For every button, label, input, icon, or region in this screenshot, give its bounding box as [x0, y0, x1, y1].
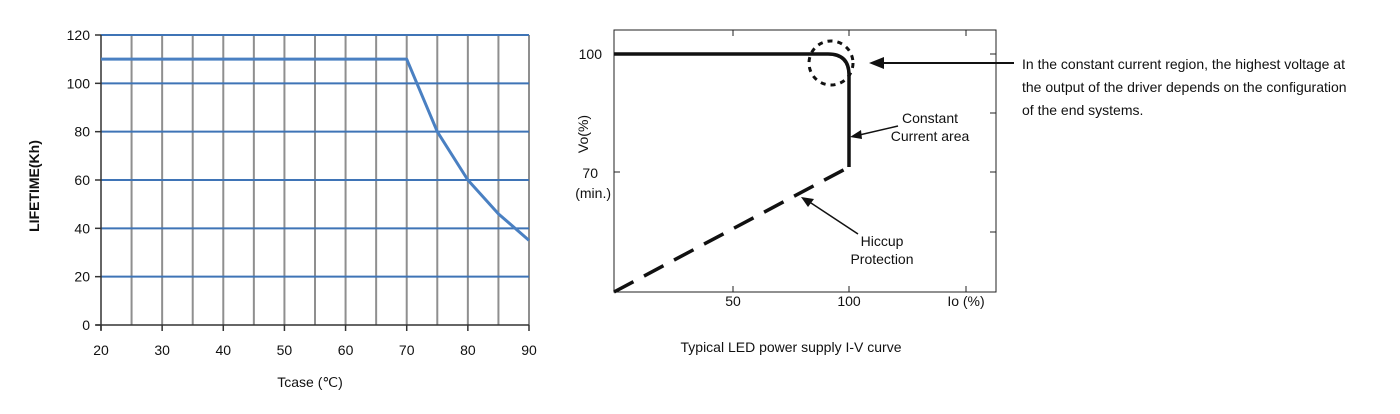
- lifetime-x-tick-label: 70: [399, 342, 415, 358]
- lifetime-x-tick-label: 50: [277, 342, 293, 358]
- lifetime-y-tick-label: 60: [74, 172, 90, 188]
- iv-highlight-circle: [807, 39, 855, 87]
- iv-constant-voltage-curve: [614, 52, 851, 167]
- lifetime-x-tick-label: 60: [338, 342, 354, 358]
- iv-cc-arrow: [854, 125, 899, 137]
- lifetime-y-tick-label: 0: [82, 317, 90, 333]
- iv-plot-frame: [613, 29, 997, 293]
- lifetime-x-axis-label: Tcase (℃): [277, 374, 343, 390]
- lifetime-series-line: [101, 57, 530, 242]
- lifetime-y-tick-label: 80: [74, 124, 90, 140]
- iv-note-arrowhead: [869, 57, 884, 69]
- iv-y-axis-label: Vo(%): [575, 115, 591, 153]
- iv-cc-label-line2: Current area: [891, 128, 970, 144]
- lifetime-x-tick-label: 20: [93, 342, 109, 358]
- lifetime-axes: [95, 34, 530, 331]
- iv-y-tick-70: 70: [582, 165, 598, 181]
- iv-note-line-2: the output of the driver depends on the …: [1022, 79, 1347, 95]
- iv-cc-arrowhead: [850, 130, 862, 139]
- lifetime-y-tick-label: 100: [67, 75, 91, 91]
- lifetime-x-tick-label: 80: [460, 342, 476, 358]
- iv-hiccup-label-line2: Protection: [850, 251, 913, 267]
- iv-cc-label-line1: Constant: [902, 110, 958, 126]
- iv-y-tick-100: 100: [579, 46, 603, 62]
- lifetime-x-tick-label: 40: [215, 342, 231, 358]
- iv-note-line-1: In the constant current region, the high…: [1022, 56, 1345, 72]
- lifetime-x-tick-label: 90: [521, 342, 537, 358]
- iv-y-tick-min: (min.): [575, 185, 611, 201]
- iv-x-axis-unit-label: Io (%): [947, 293, 984, 309]
- lifetime-y-axis-label: LIFETIME(Kh): [26, 140, 42, 232]
- iv-x-tick-100: 100: [837, 293, 861, 309]
- iv-x-tick-50: 50: [725, 293, 741, 309]
- lifetime-grid: [101, 34, 530, 325]
- iv-hiccup-arrow: [807, 200, 859, 235]
- lifetime-y-tick-label: 120: [67, 27, 91, 43]
- iv-note-line-3: of the end systems.: [1022, 102, 1143, 118]
- lifetime-series: [101, 57, 530, 242]
- iv-hiccup-dashed-line: [613, 165, 850, 294]
- iv-chart: 100 70 (min.) Vo(%) 50 100 Io (%) Consta…: [575, 29, 1347, 355]
- lifetime-y-tick-label: 40: [74, 220, 90, 236]
- iv-chart-caption: Typical LED power supply I-V curve: [681, 339, 902, 355]
- iv-hiccup-label-line1: Hiccup: [861, 233, 904, 249]
- lifetime-x-tick-label: 30: [154, 342, 170, 358]
- iv-hiccup-arrowhead: [801, 197, 814, 207]
- lifetime-y-tick-label: 20: [74, 269, 90, 285]
